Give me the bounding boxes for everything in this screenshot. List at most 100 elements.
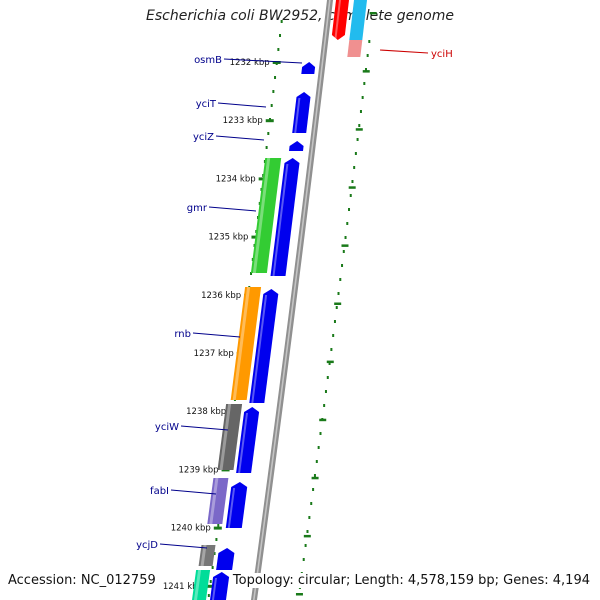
gene-shine — [252, 158, 271, 273]
guide-dot-right — [312, 488, 315, 491]
gene-bar-rnb[interactable] — [230, 287, 262, 400]
guide-dot-right — [302, 558, 305, 561]
topology-text: Topology: circular; Length: 4,578,159 bp… — [232, 573, 590, 588]
gene-shine — [232, 287, 251, 400]
guide-dot-left — [207, 594, 210, 597]
kbp-tick-right — [362, 70, 370, 73]
guide-dot-right — [341, 264, 344, 267]
gene-label-yciH[interactable]: yciH — [431, 49, 453, 60]
gene-arrow-yciW[interactable] — [236, 407, 260, 473]
gene-shine — [238, 413, 248, 473]
label-leader — [170, 489, 217, 495]
gene-label-yciZ[interactable]: yciZ — [193, 132, 214, 143]
guide-dot-right — [358, 124, 361, 127]
guide-dot-right — [359, 110, 362, 113]
kbp-label: 1240 kbp — [171, 524, 211, 534]
gene-label-yciW[interactable]: yciW — [155, 422, 179, 433]
kbp-label: 1237 kbp — [194, 349, 234, 359]
gene-label-fabI[interactable]: fabI — [150, 486, 169, 497]
gene-label-osmB[interactable]: osmB — [194, 55, 222, 66]
guide-dot-right — [339, 278, 342, 281]
guide-dot-right — [333, 320, 336, 323]
guide-dot-left — [272, 90, 275, 93]
gene-shine — [219, 404, 232, 470]
gene-arrow-yciH[interactable] — [331, 0, 350, 40]
guide-dot-right — [351, 180, 354, 183]
guide-dot-left — [215, 538, 218, 541]
gene-label-gmr[interactable]: gmr — [187, 203, 208, 214]
gene-features[interactable] — [191, 0, 368, 600]
gene-shine — [334, 0, 342, 40]
guide-dot-left — [265, 146, 268, 149]
guide-dot-right — [304, 544, 307, 547]
guide-dot-right — [317, 446, 320, 449]
guide-dot-right — [363, 82, 366, 85]
gene-arrow-ycjD[interactable] — [216, 548, 235, 570]
guide-dot-left — [274, 76, 277, 79]
guide-dot-left — [209, 580, 212, 583]
kbp-label: 1232 kbp — [230, 58, 270, 68]
gene-arrow-osmB[interactable] — [301, 62, 316, 74]
gene-arrow-next[interactable] — [209, 572, 230, 600]
label-leader — [192, 332, 241, 338]
gene-bar-ycjD[interactable] — [198, 545, 216, 566]
guide-dot-right — [366, 54, 369, 57]
guide-dot-left — [270, 104, 273, 107]
guide-dot-left — [280, 20, 283, 23]
guide-dot-right — [354, 152, 357, 155]
guide-dot-right — [348, 208, 351, 211]
gene-arrow-yciT[interactable] — [292, 92, 311, 133]
label-leader-reverse — [379, 49, 429, 54]
guide-dot-right — [315, 460, 318, 463]
gene-bar-gmr[interactable] — [250, 158, 282, 273]
kbp-label: 1236 kbp — [201, 291, 241, 301]
kbp-tick — [265, 119, 274, 123]
kbp-tick-right — [295, 593, 303, 596]
kbp-tick-right — [355, 128, 363, 131]
gene-bar-yciW[interactable] — [217, 404, 243, 470]
gene-shine — [272, 164, 289, 276]
kbp-tick — [205, 584, 214, 588]
guide-dot-left — [213, 552, 216, 555]
gene-arrow-fabI[interactable] — [225, 482, 248, 528]
gene-label-ycjD[interactable]: ycjD — [136, 540, 158, 551]
gene-bar-next[interactable] — [191, 570, 211, 600]
label-leader — [215, 135, 265, 141]
kbp-label: 1238 kbp — [186, 407, 226, 417]
guide-dot-left — [277, 48, 280, 51]
gene-bar-yciH-tail[interactable] — [347, 40, 363, 57]
gene-arrow-rnb[interactable] — [249, 289, 279, 403]
gene-label-yciT[interactable]: yciT — [196, 99, 217, 110]
guide-dot-right — [368, 40, 371, 43]
gene-labels[interactable]: osmB yciT yciZ gmr rnb yciW fabI ycjD yciH — [136, 49, 453, 551]
gene-label-leaders — [159, 49, 429, 549]
kbp-tick-right — [311, 476, 319, 480]
guide-dot-right — [346, 222, 349, 225]
gene-bar-fabI[interactable] — [207, 478, 229, 524]
gene-shine — [227, 488, 236, 528]
guide-dot-right — [335, 306, 338, 309]
guide-dot-right — [319, 432, 322, 435]
label-leader — [159, 543, 208, 549]
kbp-tick-right — [369, 12, 377, 15]
gene-arrow-gmr[interactable] — [270, 158, 300, 276]
guide-dot-right — [308, 516, 311, 519]
gene-label-rnb[interactable]: rnb — [174, 329, 191, 340]
guide-dot-right — [326, 376, 329, 379]
kbp-tick-right — [348, 186, 356, 189]
guide-dot-right — [364, 68, 367, 71]
guide-dot-right — [349, 194, 352, 197]
gene-arrow-yciZ[interactable] — [289, 141, 304, 151]
guide-dot-right — [337, 292, 340, 295]
guide-dot-right — [361, 96, 364, 99]
gene-bar-yciH-companion[interactable] — [349, 0, 368, 40]
label-leader — [180, 425, 229, 431]
guide-dot-left — [279, 34, 282, 37]
label-leader — [208, 206, 257, 212]
kbp-tick — [272, 61, 281, 64]
guide-dot-right — [330, 348, 333, 351]
gene-shine — [294, 98, 301, 133]
kbp-tick-right — [326, 360, 334, 364]
guide-dot-right — [310, 502, 313, 505]
